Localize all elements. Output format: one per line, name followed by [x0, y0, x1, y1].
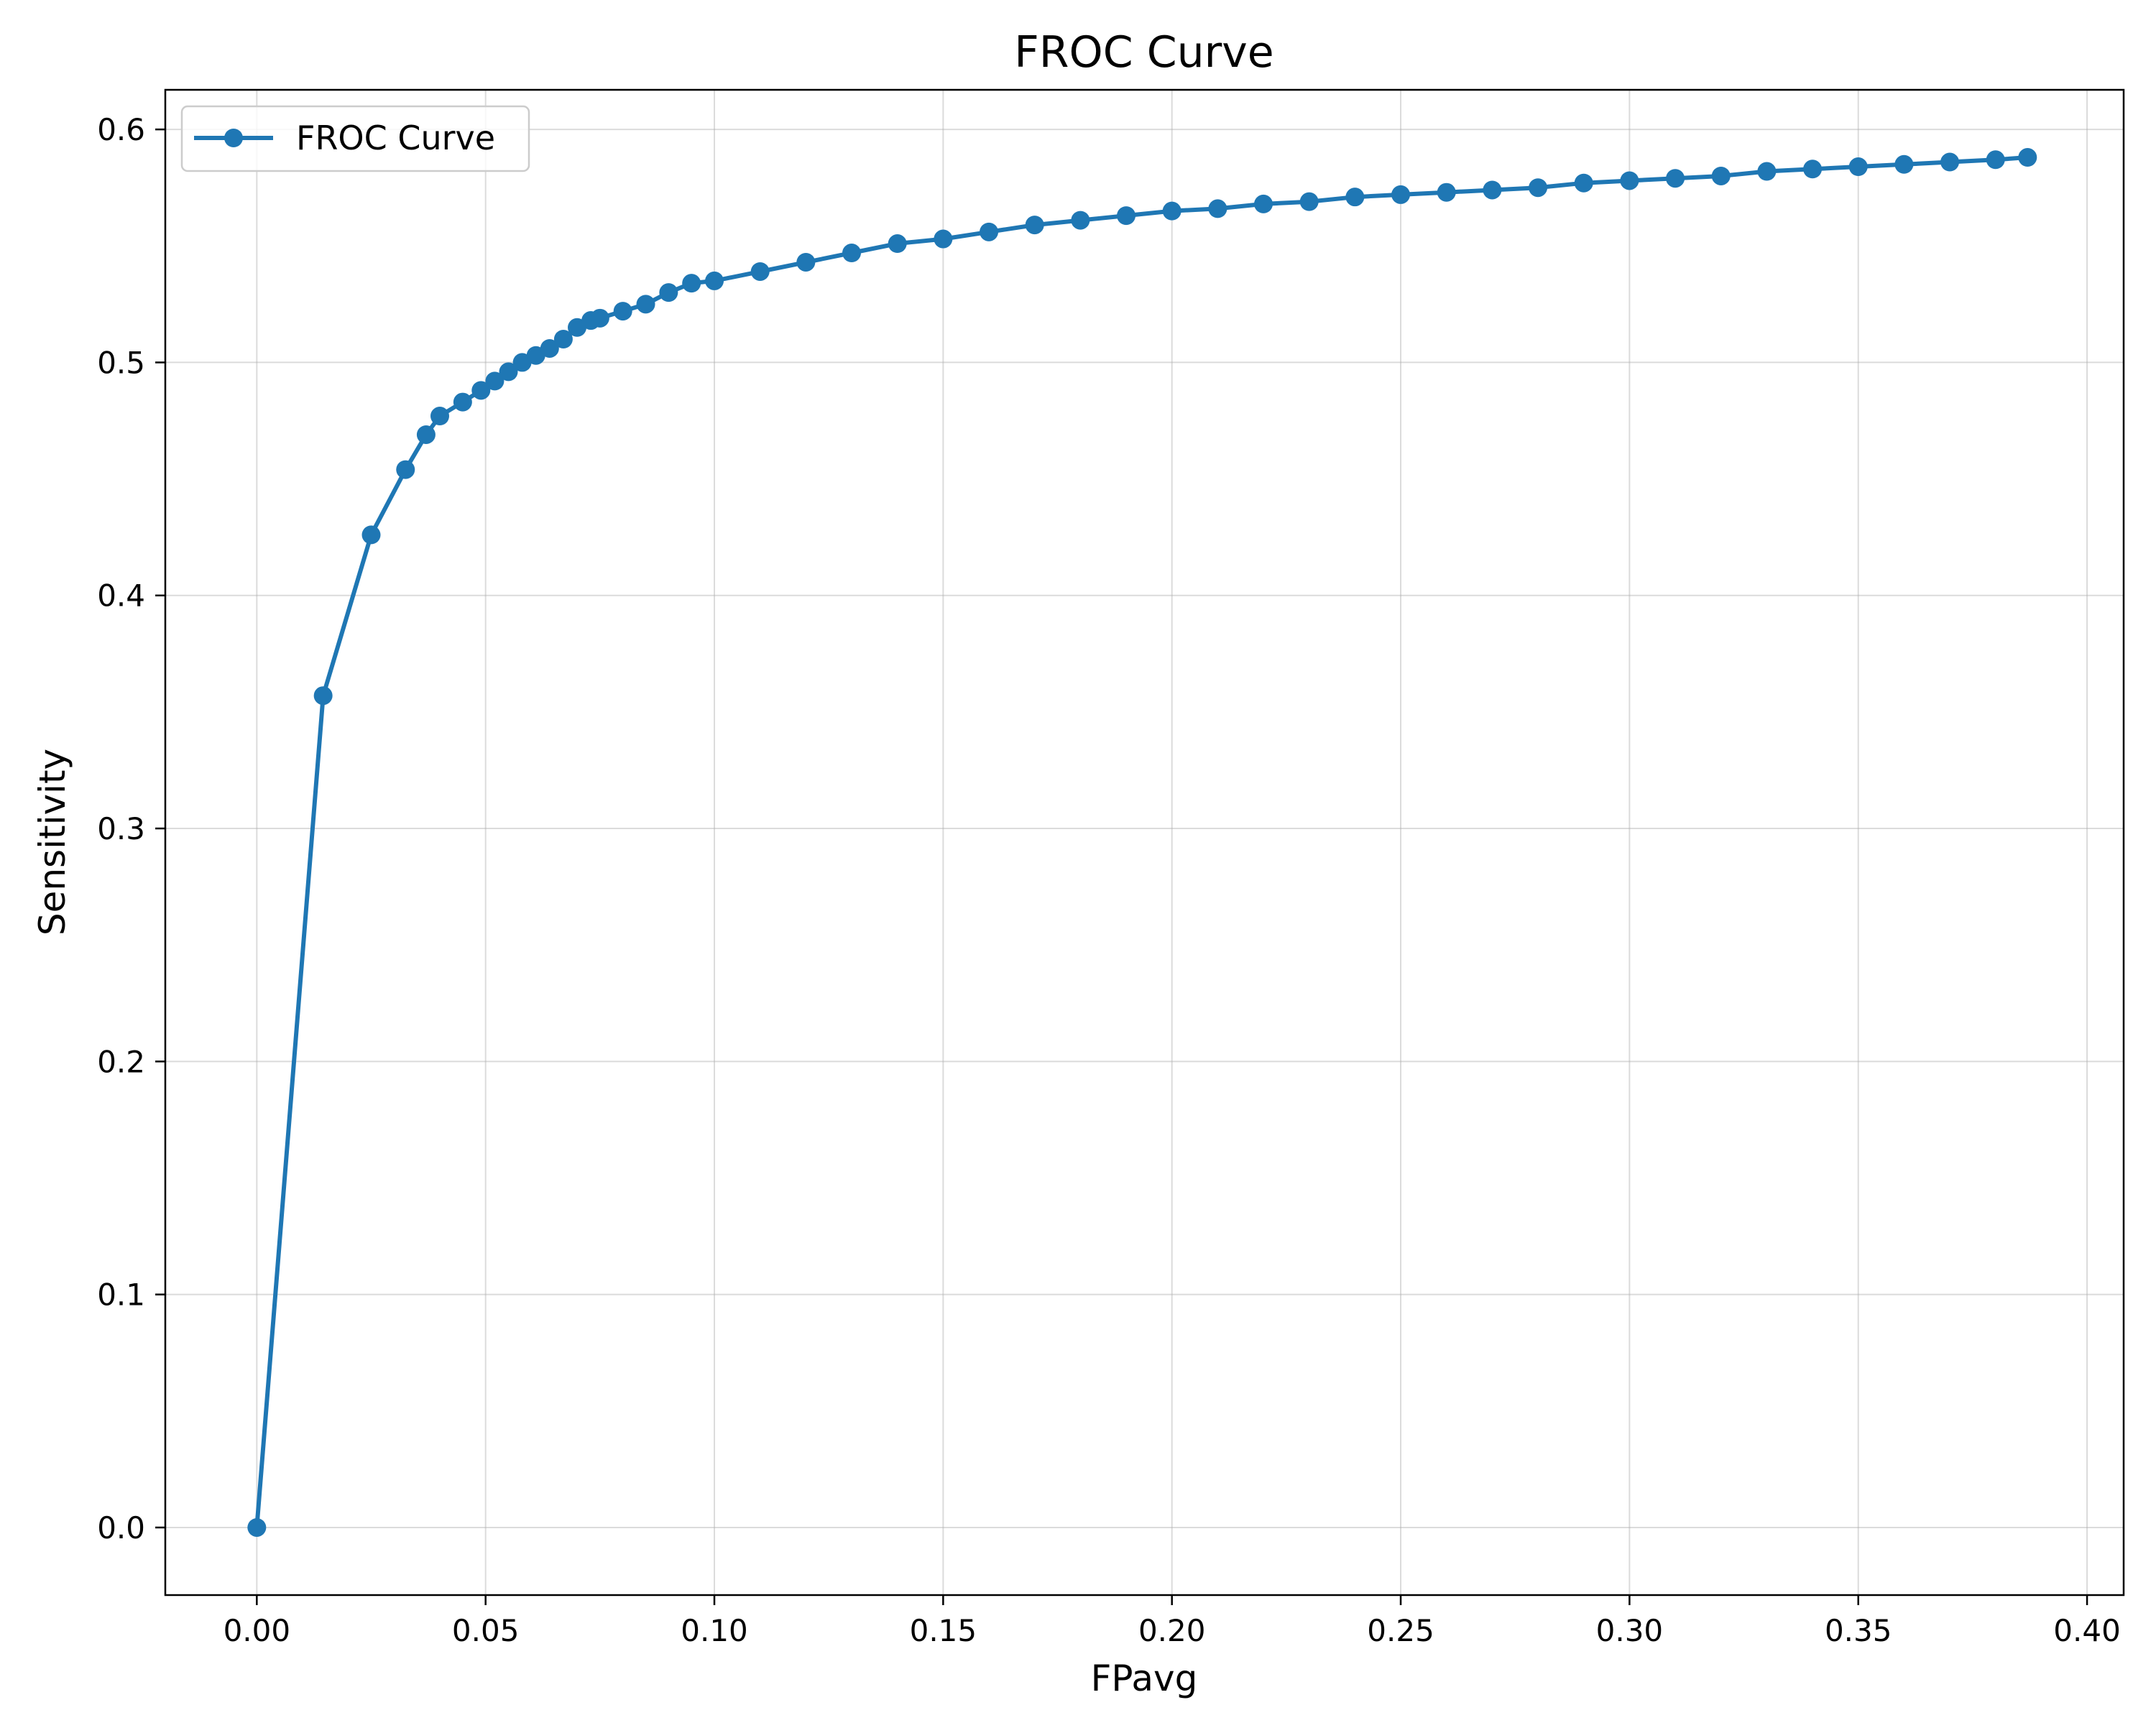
- data-point: [1986, 150, 2005, 170]
- data-point: [453, 392, 472, 412]
- data-point: [313, 686, 333, 706]
- data-point: [540, 338, 559, 358]
- data-point: [1071, 211, 1090, 230]
- legend-box: [180, 105, 530, 172]
- data-point: [705, 271, 724, 290]
- ticks: 0.00 0.05 0.10 0.15 0.20 0.25 0.30 0.35 0.40 0.0 0…: [97, 112, 2121, 1648]
- data-point: [750, 262, 770, 281]
- data-point: [1894, 154, 1914, 174]
- x-axis-label: FPavg: [1091, 1658, 1198, 1699]
- x-tick-label: 0.15: [910, 1613, 977, 1648]
- data-point: [682, 274, 701, 293]
- data-point: [1208, 199, 1227, 218]
- x-tick-label: 0.25: [1367, 1613, 1434, 1648]
- legend: FROC Curve: [180, 105, 530, 172]
- x-tick-label: 0.20: [1138, 1613, 1206, 1648]
- data-point: [636, 295, 655, 314]
- data-point: [1574, 173, 1593, 193]
- data-point: [1757, 162, 1777, 181]
- data-point: [512, 353, 532, 372]
- data-point: [590, 308, 609, 328]
- data-point: [1483, 180, 1502, 200]
- plot-frame: [164, 88, 2125, 1597]
- y-tick-label: 0.1: [97, 1277, 145, 1313]
- data-point: [499, 362, 518, 382]
- data-point: [888, 234, 907, 254]
- data-point: [980, 222, 999, 241]
- series-layer: [247, 148, 2037, 1537]
- data-point: [361, 525, 381, 545]
- legend-marker-swatch: [224, 129, 243, 147]
- grid: [165, 90, 2124, 1595]
- y-tick-label: 0.2: [97, 1044, 145, 1079]
- y-tick-label: 0.4: [97, 578, 145, 614]
- data-point: [842, 244, 862, 263]
- data-point: [1803, 160, 1823, 179]
- data-point: [1391, 185, 1411, 204]
- chart-title: FROC Curve: [1014, 27, 1273, 78]
- data-point: [1529, 178, 1548, 198]
- y-tick-label: 0.0: [97, 1510, 145, 1546]
- data-point: [1254, 194, 1273, 213]
- data-point: [1437, 182, 1456, 202]
- x-tick-label: 0.00: [224, 1613, 291, 1648]
- data-point: [1345, 188, 1365, 207]
- data-point: [1666, 169, 1685, 188]
- data-point: [247, 1517, 267, 1537]
- data-point: [1711, 166, 1731, 185]
- data-point: [2018, 148, 2037, 167]
- data-point: [471, 381, 491, 400]
- y-tick-label: 0.6: [97, 112, 145, 147]
- data-point: [485, 371, 505, 391]
- x-tick-label: 0.10: [681, 1613, 748, 1648]
- data-point: [1025, 216, 1044, 235]
- data-point: [526, 346, 545, 365]
- data-point: [430, 407, 450, 426]
- data-point: [1940, 152, 1960, 172]
- data-point: [613, 302, 632, 321]
- data-point: [659, 283, 678, 302]
- data-point: [396, 460, 415, 479]
- data-point: [1162, 201, 1181, 221]
- legend-label: FROC Curve: [296, 119, 495, 157]
- y-axis-label: Sensitivity: [32, 749, 73, 935]
- y-tick-label: 0.5: [97, 345, 145, 380]
- y-tick-label: 0.3: [97, 811, 145, 846]
- data-point: [568, 318, 587, 337]
- x-tick-label: 0.35: [1825, 1613, 1892, 1648]
- data-point: [1620, 171, 1639, 190]
- data-point: [553, 330, 573, 349]
- data-point: [416, 425, 436, 444]
- data-point: [1848, 157, 1868, 177]
- x-tick-label: 0.05: [452, 1613, 520, 1648]
- data-point: [1117, 206, 1136, 226]
- data-point: [796, 252, 816, 272]
- x-tick-label: 0.40: [2053, 1613, 2121, 1648]
- data-point: [934, 229, 953, 249]
- data-point: [1299, 192, 1319, 211]
- x-tick-label: 0.30: [1596, 1613, 1664, 1648]
